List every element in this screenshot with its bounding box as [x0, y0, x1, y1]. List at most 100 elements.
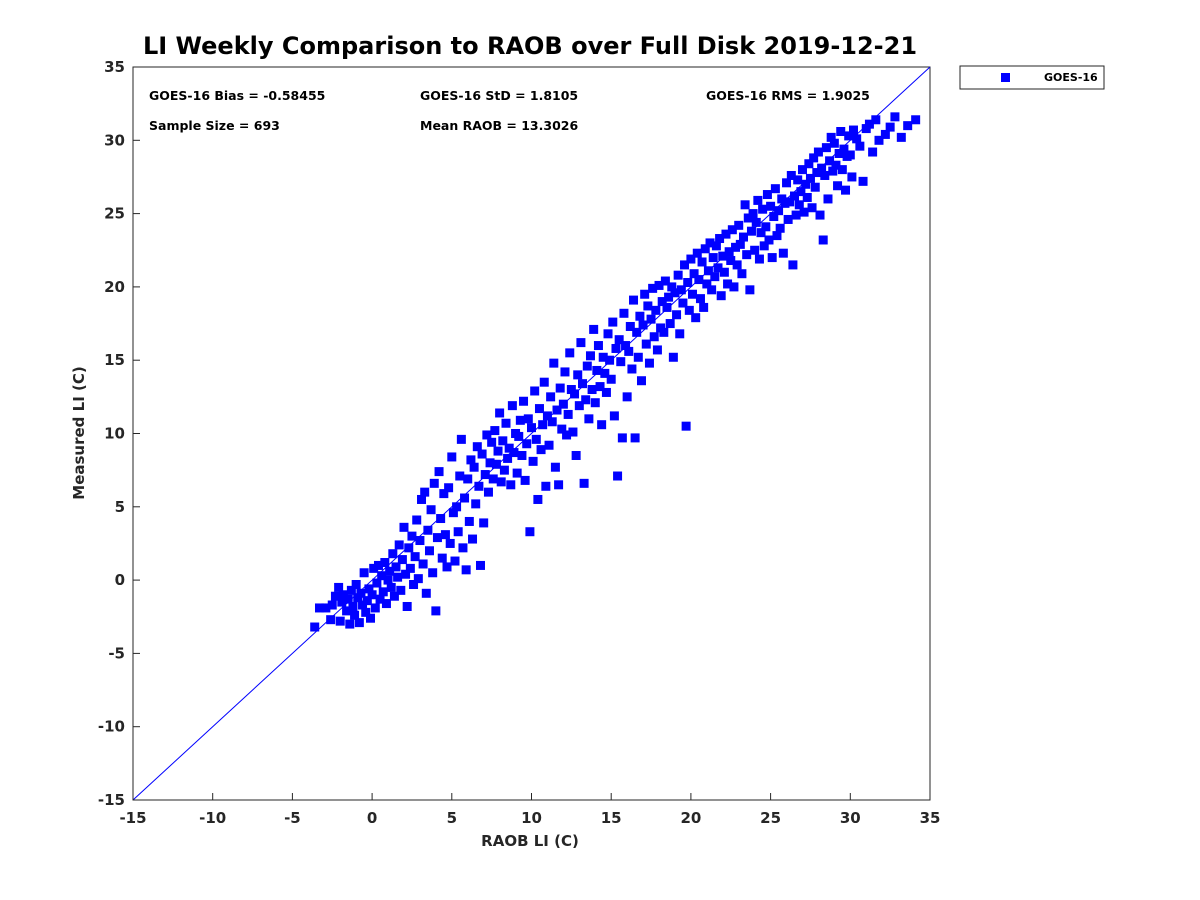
data-point: [896, 132, 906, 142]
data-point: [809, 153, 819, 163]
data-point: [665, 319, 675, 329]
data-point: [758, 204, 768, 214]
data-point: [621, 341, 631, 351]
data-point: [756, 228, 766, 238]
data-point: [874, 135, 884, 145]
data-point: [836, 127, 846, 137]
data-point: [544, 440, 554, 450]
data-point: [729, 282, 739, 292]
data-point: [619, 308, 629, 318]
data-point: [568, 427, 578, 437]
data-point: [531, 434, 541, 444]
data-point: [844, 131, 854, 141]
data-point: [716, 291, 726, 301]
data-point: [432, 533, 442, 543]
data-point: [833, 181, 843, 191]
data-point: [726, 256, 736, 266]
data-point: [474, 481, 484, 491]
data-point: [582, 361, 592, 371]
data-point: [774, 206, 784, 216]
data-point: [356, 588, 366, 598]
data-point: [684, 305, 694, 315]
data-point: [632, 327, 642, 337]
data-point: [391, 562, 401, 572]
data-point: [335, 616, 345, 626]
data-point: [852, 134, 862, 144]
data-point: [310, 622, 320, 632]
data-point: [571, 450, 581, 460]
data-point: [790, 191, 800, 201]
data-point: [761, 222, 771, 232]
data-point: [512, 468, 522, 478]
data-point: [845, 150, 855, 160]
data-point: [401, 569, 411, 579]
data-point: [542, 411, 552, 421]
data-point: [797, 165, 807, 175]
data-point: [558, 399, 568, 409]
scatter-series-goes16: [310, 112, 921, 632]
data-point: [885, 122, 895, 132]
data-point: [737, 269, 747, 279]
data-point: [389, 591, 399, 601]
data-point: [503, 453, 513, 463]
y-tick-label: 10: [104, 425, 125, 443]
x-tick-label: 30: [840, 809, 861, 827]
data-point: [805, 173, 815, 183]
data-point: [713, 263, 723, 273]
data-point: [493, 446, 503, 456]
data-point: [550, 462, 560, 472]
data-point: [635, 311, 645, 321]
data-point: [342, 606, 352, 616]
data-point: [409, 579, 419, 589]
data-point: [834, 148, 844, 158]
x-tick-label: 10: [521, 809, 542, 827]
data-point: [362, 596, 372, 606]
data-point: [601, 387, 611, 397]
data-point: [469, 462, 479, 472]
rms-annotation: GOES-16 RMS = 1.9025: [706, 88, 870, 103]
data-point: [678, 298, 688, 308]
data-point: [871, 115, 881, 125]
sample-size-annotation: Sample Size = 693: [149, 118, 280, 133]
data-point: [719, 267, 729, 277]
data-point: [724, 247, 734, 257]
data-point: [345, 619, 355, 629]
data-point: [804, 159, 814, 169]
data-point: [546, 392, 556, 402]
data-point: [793, 175, 803, 185]
data-point: [466, 455, 476, 465]
y-tick-label: 15: [104, 351, 125, 369]
data-point: [495, 408, 505, 418]
data-point: [785, 197, 795, 207]
data-point: [734, 220, 744, 230]
data-point: [574, 401, 584, 411]
data-point: [691, 313, 701, 323]
data-point: [643, 301, 653, 311]
data-point: [410, 552, 420, 562]
data-point: [680, 260, 690, 270]
data-point: [519, 396, 529, 406]
data-point: [585, 351, 595, 361]
data-point: [428, 568, 438, 578]
data-point: [593, 341, 603, 351]
data-point: [780, 198, 790, 208]
data-point: [847, 172, 857, 182]
x-tick-label: 5: [447, 809, 457, 827]
data-point: [557, 424, 567, 434]
data-point: [794, 200, 804, 210]
data-point: [880, 129, 890, 139]
data-point: [700, 244, 710, 254]
data-point: [740, 200, 750, 210]
data-point: [404, 543, 414, 553]
data-point: [711, 241, 721, 251]
data-point: [570, 389, 580, 399]
data-point: [799, 207, 809, 217]
data-point: [471, 499, 481, 509]
data-point: [429, 478, 439, 488]
legend: GOES-16: [959, 65, 1105, 90]
legend-box: [959, 65, 1105, 90]
data-point: [786, 170, 796, 180]
y-tick-label: 20: [104, 278, 125, 296]
data-point: [396, 585, 406, 595]
